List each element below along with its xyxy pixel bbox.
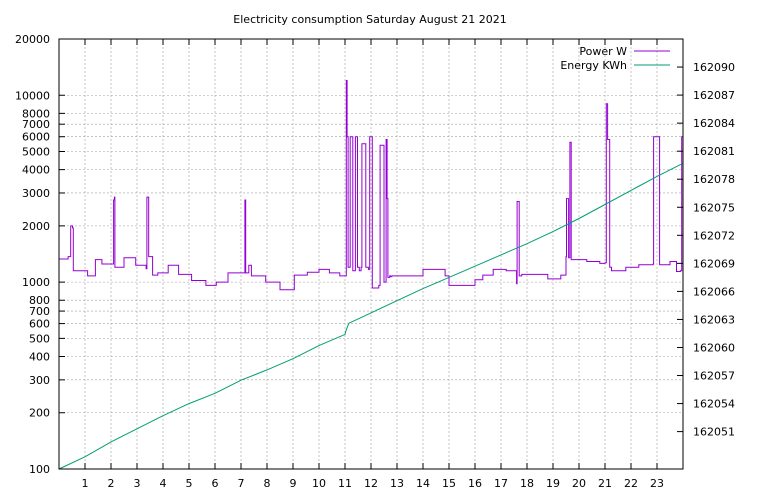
x-tick-label: 18	[520, 477, 534, 490]
x-tick-label: 16	[468, 477, 482, 490]
y2-tick-label: 162057	[693, 370, 735, 383]
x-tick-label: 11	[338, 477, 352, 490]
y2-tick-label: 162063	[693, 313, 735, 326]
y2-tick-label: 162084	[693, 117, 735, 130]
x-tick-label: 2	[108, 477, 115, 490]
y-tick-label: 500	[29, 332, 50, 345]
x-tick-label: 8	[264, 477, 271, 490]
y2-tick-label: 162087	[693, 89, 735, 102]
y-tick-label: 10000	[15, 89, 50, 102]
y2-tick-label: 162081	[693, 145, 735, 158]
y2-tick-label: 162060	[693, 341, 735, 354]
x-tick-label: 22	[624, 477, 638, 490]
y-tick-label: 7000	[22, 118, 50, 131]
y2-tick-label: 162066	[693, 285, 735, 298]
x-tick-label: 14	[416, 477, 430, 490]
y-tick-label: 800	[29, 294, 50, 307]
x-tick-label: 1	[82, 477, 89, 490]
y2-tick-label: 162075	[693, 201, 735, 214]
x-tick-label: 3	[134, 477, 141, 490]
y-tick-label: 20000	[15, 33, 50, 46]
y2-tick-label: 162090	[693, 61, 735, 74]
y2-tick-label: 162069	[693, 257, 735, 270]
axis-ticks: 1 2 3 4 5 6 7 8 9 10 11 12 13 14 15 16 17 18 19 20 21 22 23100…	[15, 33, 735, 490]
x-tick-label: 23	[650, 477, 664, 490]
y-tick-label: 400	[29, 350, 50, 363]
y-tick-label: 300	[29, 374, 50, 387]
y-tick-label: 8000	[22, 107, 50, 120]
y2-tick-label: 162078	[693, 173, 735, 186]
y-tick-label: 200	[29, 407, 50, 420]
y-tick-label: 6000	[22, 131, 50, 144]
y-tick-label: 100	[29, 463, 50, 476]
y-tick-label: 600	[29, 318, 50, 331]
x-tick-label: 10	[312, 477, 326, 490]
x-tick-label: 7	[238, 477, 245, 490]
x-tick-label: 17	[494, 477, 508, 490]
power-series-line	[59, 80, 684, 291]
y2-tick-label: 162051	[693, 426, 735, 439]
x-tick-label: 9	[290, 477, 297, 490]
x-tick-label: 19	[546, 477, 560, 490]
x-tick-label: 21	[598, 477, 612, 490]
y-tick-label: 700	[29, 305, 50, 318]
y-tick-label: 4000	[22, 164, 50, 177]
x-tick-label: 12	[364, 477, 378, 490]
y2-tick-label: 162054	[693, 398, 735, 411]
x-tick-label: 13	[390, 477, 404, 490]
legend-label: Energy KWh	[560, 59, 627, 72]
y-tick-label: 5000	[22, 146, 50, 159]
legend-label: Power W	[579, 45, 627, 58]
y2-tick-label: 162072	[693, 229, 735, 242]
x-tick-label: 4	[160, 477, 167, 490]
y-tick-label: 1000	[22, 276, 50, 289]
grid-lines	[59, 39, 683, 469]
energy-series-line	[58, 162, 684, 470]
x-tick-label: 15	[442, 477, 456, 490]
series-lines	[58, 80, 684, 470]
x-tick-label: 6	[212, 477, 219, 490]
y-tick-label: 3000	[22, 187, 50, 200]
x-tick-label: 5	[186, 477, 193, 490]
x-tick-label: 20	[572, 477, 586, 490]
chart-title: Electricity consumption Saturday August …	[233, 13, 506, 26]
y-tick-label: 2000	[22, 220, 50, 233]
